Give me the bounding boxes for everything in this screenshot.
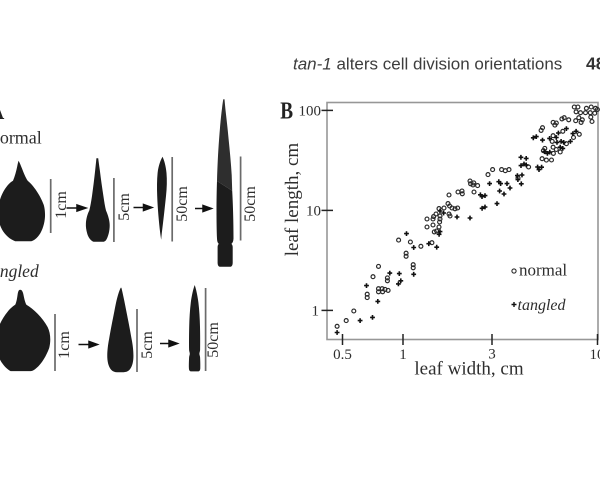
svg-text:50cm: 50cm	[242, 186, 259, 222]
svg-text:leaf length, cm: leaf length, cm	[282, 143, 303, 257]
svg-text:0.5: 0.5	[333, 347, 352, 363]
svg-text:10: 10	[590, 347, 600, 363]
svg-text:1: 1	[399, 347, 407, 363]
svg-text:488: 488	[586, 53, 600, 73]
svg-text:1cm: 1cm	[56, 331, 73, 359]
svg-text:normal: normal	[519, 261, 567, 280]
svg-text:leaf width, cm: leaf width, cm	[414, 359, 523, 380]
svg-text:A: A	[0, 99, 5, 125]
svg-text:B: B	[280, 98, 293, 125]
svg-text:1cm: 1cm	[53, 191, 70, 219]
svg-text:5cm: 5cm	[139, 331, 156, 359]
svg-text:normal: normal	[0, 128, 42, 148]
svg-text:tangled: tangled	[518, 297, 567, 314]
svg-text:tan-1 alters cell division ori: tan-1 alters cell division orientations	[293, 54, 562, 73]
svg-text:100: 100	[299, 104, 322, 120]
svg-text:50cm: 50cm	[205, 322, 222, 358]
svg-text:1: 1	[312, 304, 320, 320]
svg-text:50cm: 50cm	[174, 186, 191, 222]
svg-text:10: 10	[306, 204, 321, 220]
svg-text:5cm: 5cm	[116, 193, 133, 221]
svg-text:3: 3	[488, 347, 496, 363]
svg-text:tangled: tangled	[0, 261, 39, 281]
